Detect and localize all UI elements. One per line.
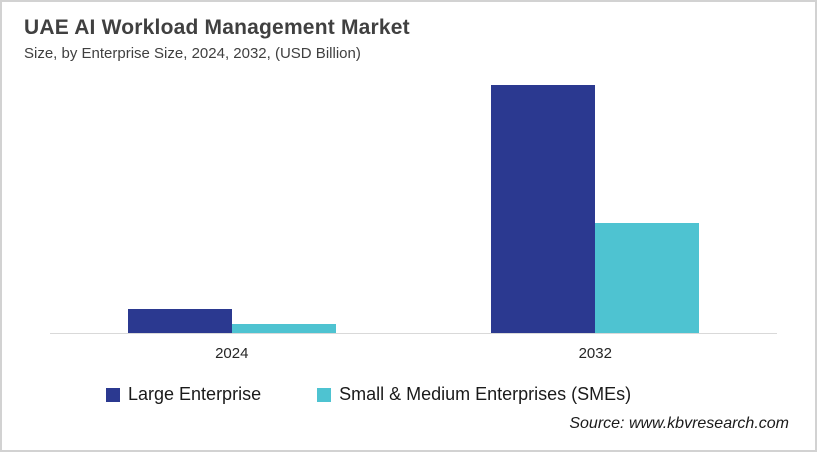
chart-subtitle: Size, by Enterprise Size, 2024, 2032, (U… — [24, 45, 361, 63]
chart-header: UAE AI Workload Management Market Size, … — [24, 15, 410, 63]
legend-swatch-icon — [106, 387, 120, 402]
x-axis-label-2024: 2024 — [215, 345, 249, 362]
x-axis-line — [50, 333, 777, 334]
legend-item-small-medium-enterprises-smes: Small & Medium Enterprises (SMEs) — [317, 384, 631, 405]
legend-swatch-icon — [317, 387, 332, 402]
source-credit: Source: www.kbvresearch.com — [569, 415, 789, 432]
bar-large-enterprise-2024 — [127, 308, 232, 333]
chart-title: UAE AI Workload Management Market — [24, 16, 410, 39]
bar-small-medium-enterprises-smes-2024 — [231, 324, 336, 333]
legend: Large Enterprise Small & Medium Enterpris… — [106, 384, 631, 405]
legend-label: Large Enterprise — [128, 384, 262, 404]
bar-small-medium-enterprises-smes-2032 — [595, 222, 700, 333]
x-axis-label-2032: 2032 — [578, 345, 612, 362]
bar-large-enterprise-2032 — [491, 85, 596, 333]
legend-item-large-enterprise: Large Enterprise — [106, 384, 261, 405]
legend-label: Small & Medium Enterprises (SMEs) — [339, 384, 632, 404]
